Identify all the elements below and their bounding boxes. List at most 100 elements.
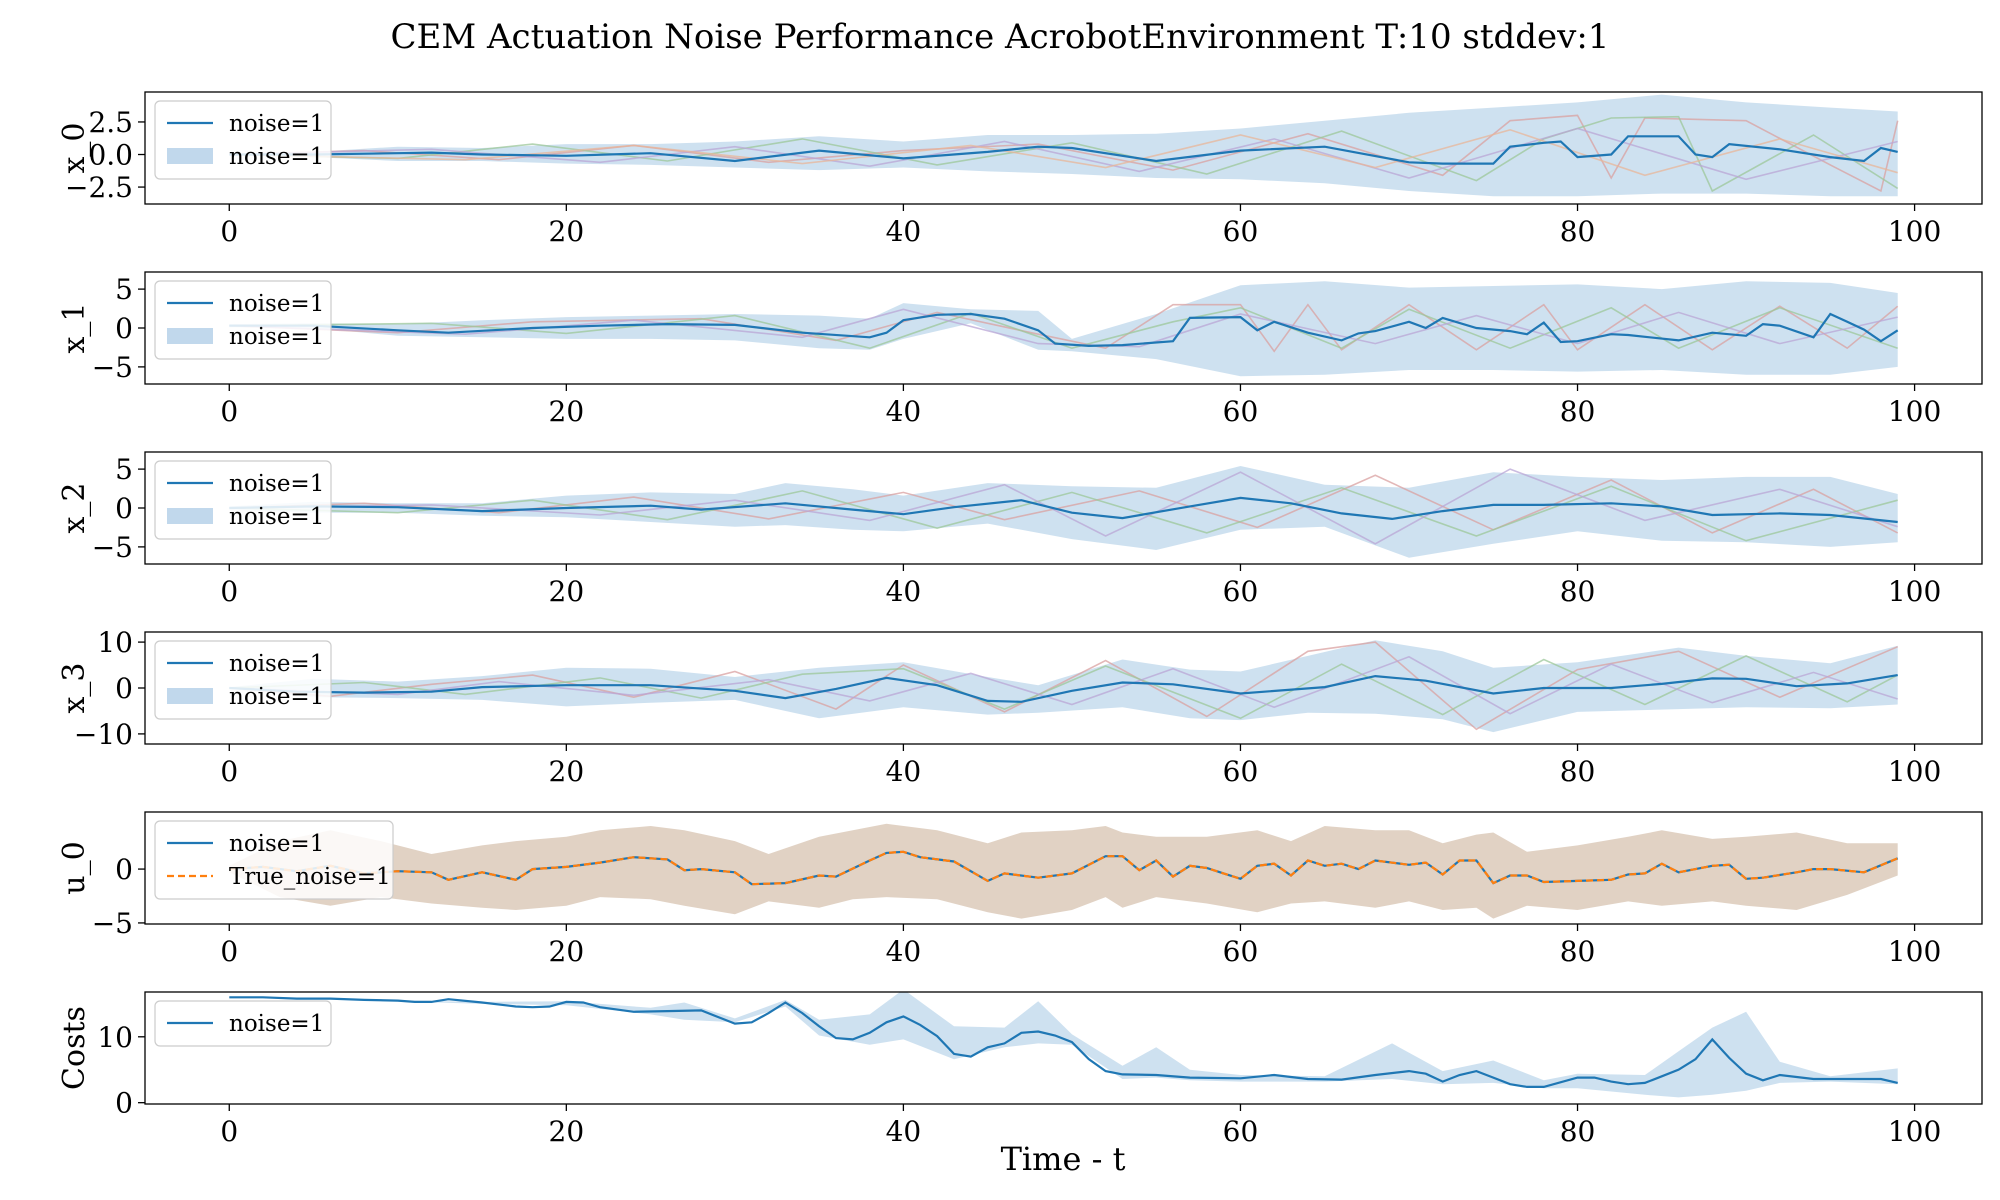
trajectory-trace: [229, 127, 1898, 181]
y-axis-label: x_1: [57, 302, 92, 353]
legend: noise=1 noise=1: [154, 100, 332, 180]
subplot-u-0: 0 20 40 60 80 100 −5 0 u_0 noise=1 True_noise=1: [57, 811, 1983, 968]
x-tick-label: 100: [1888, 755, 1941, 788]
y-tick-label: 0: [115, 312, 133, 345]
y-tick-label: −5: [92, 351, 133, 384]
y-tick-label: −10: [74, 718, 133, 751]
x-tick-label: 0: [220, 755, 238, 788]
y-axis-label: u_0: [57, 841, 92, 894]
x-axis-label: Time - t: [1001, 1140, 1126, 1178]
axes-frame: [144, 991, 1983, 1105]
confidence-band: [229, 281, 1898, 377]
x-tick-label: 40: [886, 575, 922, 608]
confidence-band: [229, 992, 1898, 1098]
legend-band-swatch: [167, 328, 213, 344]
y-tick-label: 0.0: [88, 139, 133, 172]
plot-area: [229, 281, 1899, 377]
y-tick-label: 5: [115, 273, 133, 306]
x-tick-label: 0: [220, 395, 238, 428]
legend-band-swatch: [167, 688, 213, 704]
trajectory-trace: [229, 128, 1898, 177]
x-tick-label: 60: [1223, 395, 1259, 428]
plot-area: [229, 94, 1899, 197]
x-tick-label: 80: [1560, 935, 1596, 968]
x-tick-label: 40: [886, 1115, 922, 1148]
x-tick-label: 0: [220, 935, 238, 968]
x-tick-label: 20: [549, 575, 585, 608]
y-tick-label: 0: [115, 492, 133, 525]
x-tick-label: 60: [1223, 575, 1259, 608]
legend-label: noise=1: [229, 504, 324, 530]
plot-area: [229, 823, 1899, 919]
axes-frame: [144, 811, 1983, 925]
y-axis-label: x_2: [57, 482, 92, 533]
legend: noise=1 noise=1: [154, 640, 332, 720]
y-tick-label: 5: [115, 453, 133, 486]
y-tick-label: 0: [115, 672, 133, 705]
x-tick-label: 80: [1560, 215, 1596, 248]
true-noise-line: [229, 850, 1899, 886]
x-tick-label: 0: [220, 575, 238, 608]
legend-box: [154, 820, 394, 900]
trajectory-trace: [229, 308, 1898, 348]
axes-frame: [144, 91, 1983, 205]
x-tick-label: 100: [1888, 395, 1941, 428]
y-tick-label: −5: [92, 531, 133, 564]
x-tick-label: 60: [1223, 935, 1259, 968]
x-tick-label: 80: [1560, 395, 1596, 428]
confidence-band: [229, 640, 1898, 733]
legend-band-swatch: [167, 508, 213, 524]
subplot-panels: 0 20 40 60 80 100−2.50.02.5x_0 noise=1noise=10…: [57, 91, 1983, 1148]
legend-band-swatch: [167, 148, 213, 164]
legend-box: [154, 1000, 332, 1047]
mean-line: [229, 996, 1898, 1089]
x-tick-label: 40: [886, 935, 922, 968]
trajectory-trace: [229, 474, 1899, 534]
subplot-x-1: 0 20 40 60 80 100 −5 0 5 x_1 noise=1 noise=1: [57, 271, 1983, 428]
x-tick-label: 80: [1560, 575, 1596, 608]
x-tick-label: 80: [1560, 755, 1596, 788]
mean-line: [229, 674, 1898, 703]
x-tick-label: 60: [1223, 1115, 1259, 1148]
figure-title: CEM Actuation Noise Performance AcrobotE…: [391, 17, 1610, 57]
legend-label: noise=1: [229, 651, 324, 677]
x-tick-label: 100: [1888, 1115, 1941, 1148]
mean-line: [229, 496, 1898, 524]
x-tick-label: 20: [549, 935, 585, 968]
legend: noise=1 noise=1: [154, 280, 332, 360]
y-tick-label: −2.5: [65, 171, 133, 204]
mean-line: [229, 312, 1899, 348]
mean-line: [229, 135, 1898, 165]
trajectory-trace: [229, 655, 1899, 720]
legend-label: noise=1: [229, 111, 324, 137]
x-tick-label: 40: [886, 215, 922, 248]
trajectory-trace: [229, 468, 1898, 545]
plot-area: [229, 466, 1899, 558]
x-tick-label: 100: [1888, 215, 1941, 248]
subplot-x-2: 0 20 40 60 80 100 −5 0 5 x_2 noise=1 noise=1: [57, 451, 1983, 608]
plot-area: [229, 992, 1898, 1098]
x-tick-label: 60: [1223, 215, 1259, 248]
subplot-x-0: 0 20 40 60 80 100 −2.50.02.5x_0 noise=1 noise=1: [57, 91, 1983, 248]
y-tick-label: 0: [115, 1087, 133, 1120]
plot-area: [229, 640, 1899, 733]
x-tick-label: 80: [1560, 1115, 1596, 1148]
x-tick-label: 0: [220, 215, 238, 248]
legend: noise=1 noise=1: [154, 460, 332, 540]
y-tick-label: −5: [92, 907, 133, 940]
legend: noise=1: [154, 1000, 332, 1047]
x-tick-label: 40: [886, 395, 922, 428]
confidence-band: [229, 94, 1898, 197]
legend-label: noise=1: [229, 684, 324, 710]
confidence-band: [229, 823, 1898, 919]
legend-label: noise=1: [229, 831, 324, 857]
y-tick-label: 10: [97, 1021, 133, 1054]
y-tick-label: 10: [97, 626, 133, 659]
y-tick-label: 2.5: [88, 106, 133, 139]
x-tick-label: 60: [1223, 755, 1259, 788]
legend-label: noise=1: [229, 1011, 324, 1037]
legend-label: True_noise=1: [229, 864, 391, 890]
x-tick-label: 20: [549, 1115, 585, 1148]
